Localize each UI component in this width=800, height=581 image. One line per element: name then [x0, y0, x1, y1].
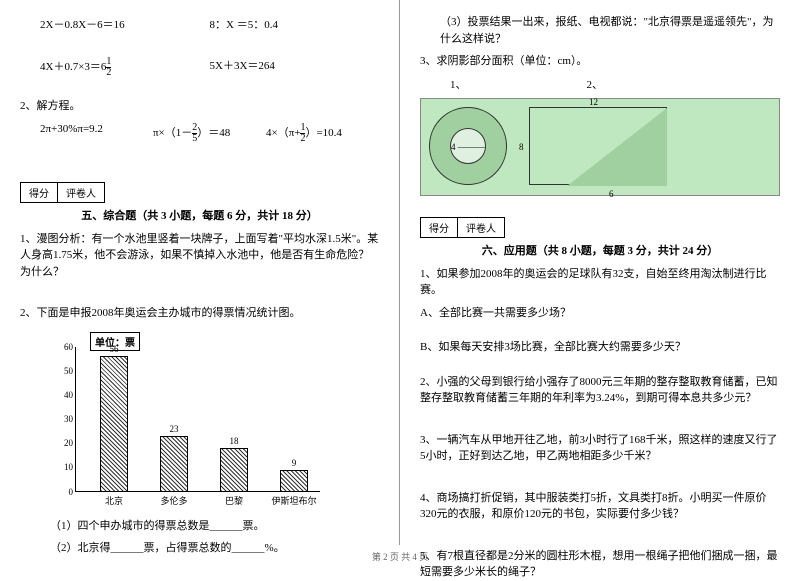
score-box: 得分 评卷人 [20, 182, 105, 203]
bar-value: 23 [160, 424, 188, 434]
eq-text: π×（1－ [153, 127, 192, 139]
score-label: 得分 [421, 218, 458, 237]
bar-value: 18 [220, 436, 248, 446]
bar-value: 56 [100, 344, 128, 354]
dim-top: 12 [589, 97, 598, 107]
ytick: 20 [55, 438, 73, 448]
score-box: 得分 评卷人 [420, 217, 505, 238]
question: 2、下面是申报2008年奥运会主办城市的得票情况统计图。 [20, 305, 379, 322]
bar [220, 448, 248, 492]
page-footer: 第 2 页 共 4 页 [0, 550, 800, 563]
question: 1、漫图分析：有一个水池里竖着一块牌子，上面写着"平均水深1.5米"。某人身高1… [20, 231, 379, 281]
question: 2、小强的父母到银行给小强存了8000元三年期的整存整取教育储蓄，已知整存整取教… [420, 374, 780, 407]
bar-chart: 单位：票 010203040506056北京23多伦多18巴黎9伊斯坦布尔 [50, 332, 330, 512]
fraction: 12 [106, 57, 111, 78]
dim-bottom: 6 [609, 189, 614, 199]
equation: 2π+30%π=9.2 [40, 123, 153, 144]
bar [280, 470, 308, 492]
equation: 4×（π+12）=10.4 [266, 123, 379, 144]
equation: 8：X ＝5：0.4 [210, 16, 380, 32]
sub-question: A、全部比赛一共需要多少场？ [420, 305, 780, 322]
question-title: 2、解方程。 [20, 98, 379, 115]
ytick: 60 [55, 342, 73, 352]
bar [160, 436, 188, 492]
bar-label: 伊斯坦布尔 [270, 494, 318, 507]
eq-text: ）＝48 [197, 127, 230, 139]
eq-text: ）=10.4 [305, 127, 341, 139]
question: 3、一辆汽车从甲地开往乙地，前3小时行了168千米，照这样的速度又行了5小时，正… [420, 432, 780, 465]
bar-label: 巴黎 [210, 494, 258, 507]
score-label: 得分 [21, 183, 58, 202]
question: 1、如果参加2008年的奥运会的足球队有32支，自始至终用淘汰制进行比赛。 [420, 266, 780, 299]
bar-label: 北京 [90, 494, 138, 507]
equation: 4X＋0.7×3＝612 [40, 57, 210, 78]
grader-label: 评卷人 [58, 183, 104, 202]
y-axis [75, 347, 76, 492]
sub-question: B、如果每天安排3场比赛，全部比赛大约需要多少天？ [420, 339, 780, 356]
triangle-fill [567, 108, 667, 186]
section-title: 五、综合题（共 3 小题，每题 6 分，共计 18 分） [20, 207, 379, 223]
denominator: 2 [106, 68, 111, 78]
question-title: 3、求阴影部分面积（单位：cm）。 [420, 53, 780, 70]
section-title: 六、应用题（共 8 小题，每题 3 分，共计 24 分） [420, 242, 780, 258]
ytick: 10 [55, 462, 73, 472]
question: 4、商场搞打折促销，其中服装类打5折，文具类打8折。小明买一件原价320元的衣服… [420, 490, 780, 523]
geo-label: 1、 [450, 76, 467, 92]
ring-dimension: 4 ——— [451, 142, 485, 152]
bar [100, 356, 128, 491]
bar-value: 9 [280, 458, 308, 468]
bar-label: 多伦多 [150, 494, 198, 507]
equation: 5X＋3X＝264 [210, 57, 380, 78]
ytick: 30 [55, 414, 73, 424]
ytick: 0 [55, 487, 73, 497]
geo-label: 2、 [587, 76, 604, 92]
sub-question: （3）投票结果一出来，报纸、电视都说："北京得票是遥遥领先"，为什么这样说？ [440, 14, 780, 47]
ring-figure: 4 ——— [429, 107, 509, 187]
sub-question: （1）四个申办城市的得票总数是______票。 [50, 518, 379, 535]
trapezoid-figure: 12 8 6 [529, 107, 669, 187]
equation: π×（1－25）＝48 [153, 123, 266, 144]
dim-left: 8 [519, 142, 524, 152]
eq-text: 4X＋0.7×3＝6 [40, 61, 106, 73]
ytick: 40 [55, 390, 73, 400]
equation: 2X－0.8X－6＝16 [40, 16, 210, 32]
geometry-figures: 4 ——— 12 8 6 [420, 98, 780, 196]
ytick: 50 [55, 366, 73, 376]
eq-text: 4×（π+ [266, 127, 300, 139]
grader-label: 评卷人 [458, 218, 504, 237]
